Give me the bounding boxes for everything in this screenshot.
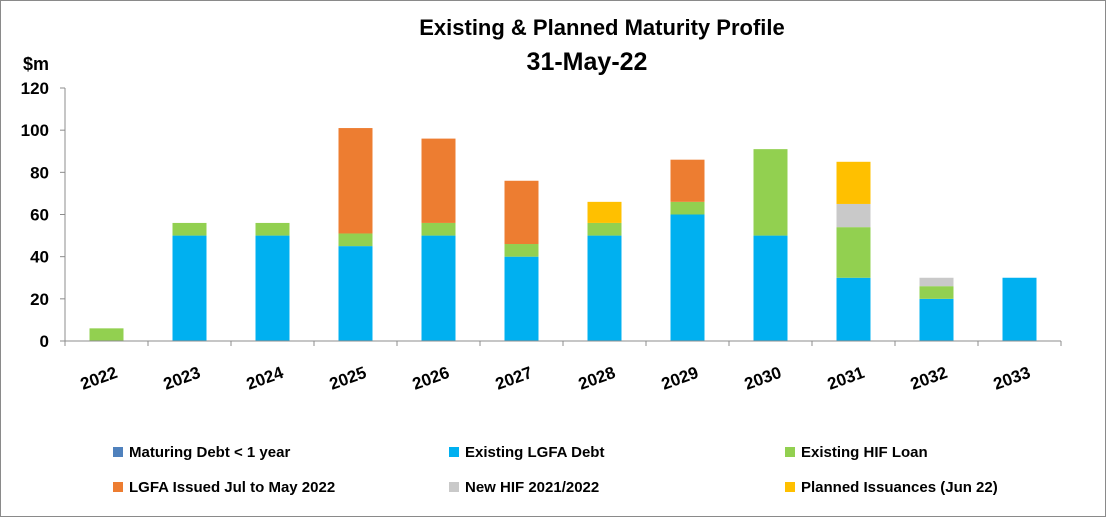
bar-segment: [255, 222, 290, 236]
bar-segment: [1002, 277, 1037, 341]
legend-label: New HIF 2021/2022: [465, 479, 599, 496]
bar-segment: [919, 298, 954, 341]
chart-subtitle: 31-May-22: [527, 48, 648, 76]
bar-segment: [504, 256, 539, 341]
x-tick-label: 2033: [991, 363, 1033, 394]
chart-title: Existing & Planned Maturity Profile: [419, 15, 785, 40]
x-tick-label: 2031: [825, 363, 867, 394]
bar-segment: [338, 128, 373, 234]
bar-segment: [587, 222, 622, 236]
bar-segment: [753, 149, 788, 236]
y-tick-label: 60: [30, 206, 49, 225]
bar-segment: [919, 277, 954, 287]
bar-segment: [421, 138, 456, 223]
y-tick-label: 120: [21, 79, 49, 98]
legend-swatch: [785, 447, 795, 457]
bar-segment: [89, 328, 124, 341]
bar-segment: [670, 214, 705, 341]
y-tick-label: 100: [21, 121, 49, 140]
x-tick-label: 2028: [576, 363, 618, 394]
legend-label: Maturing Debt < 1 year: [129, 444, 290, 461]
x-tick-label: 2032: [908, 363, 950, 394]
bar-segment: [421, 222, 456, 236]
bar-segment: [670, 159, 705, 202]
legend-label: Existing HIF Loan: [801, 444, 928, 461]
y-tick-label: 0: [40, 332, 49, 351]
bar-segment: [172, 235, 207, 341]
legend-label: LGFA Issued Jul to May 2022: [129, 479, 335, 496]
x-tick-label: 2026: [410, 363, 452, 394]
x-tick-label: 2030: [742, 363, 784, 394]
bar-segment: [587, 201, 622, 223]
x-tick-label: 2029: [659, 363, 701, 394]
legend-swatch: [449, 482, 459, 492]
y-axis-label: $m: [23, 54, 49, 74]
bar-segment: [338, 233, 373, 247]
bar-segment: [753, 235, 788, 341]
bar-segment: [836, 277, 871, 341]
bar-segment: [836, 203, 871, 228]
legend-label: Planned Issuances (Jun 22): [801, 479, 998, 496]
bar-segment: [836, 161, 871, 204]
legend-swatch: [113, 447, 123, 457]
x-tick-label: 2023: [161, 363, 203, 394]
legend: Maturing Debt < 1 year Existing LGFA Debt…: [113, 444, 998, 496]
bar-segment: [670, 201, 705, 215]
bar-segment: [836, 227, 871, 278]
legend-swatch: [449, 447, 459, 457]
bar-segment: [587, 235, 622, 341]
x-tick-label: 2025: [327, 363, 369, 394]
x-tick-label: 2027: [493, 363, 535, 394]
bar-segment: [172, 222, 207, 236]
bar-segment: [338, 246, 373, 341]
plot-area: 0 20 40 60 80 100 120 2022 2023 2024 2025 2026 2027 2…: [21, 79, 1062, 394]
y-tick-label: 80: [30, 163, 49, 182]
legend-swatch: [785, 482, 795, 492]
bar-segment: [504, 180, 539, 245]
legend-label: Existing LGFA Debt: [465, 444, 604, 461]
bar-segment: [255, 235, 290, 341]
bar-segment: [421, 235, 456, 341]
x-tick-label: 2022: [78, 363, 120, 394]
y-tick-label: 20: [30, 290, 49, 309]
bar-segment: [919, 286, 954, 299]
x-tick-label: 2024: [244, 363, 287, 394]
legend-swatch: [113, 482, 123, 492]
y-tick-label: 40: [30, 248, 49, 267]
bar-segment: [504, 244, 539, 257]
